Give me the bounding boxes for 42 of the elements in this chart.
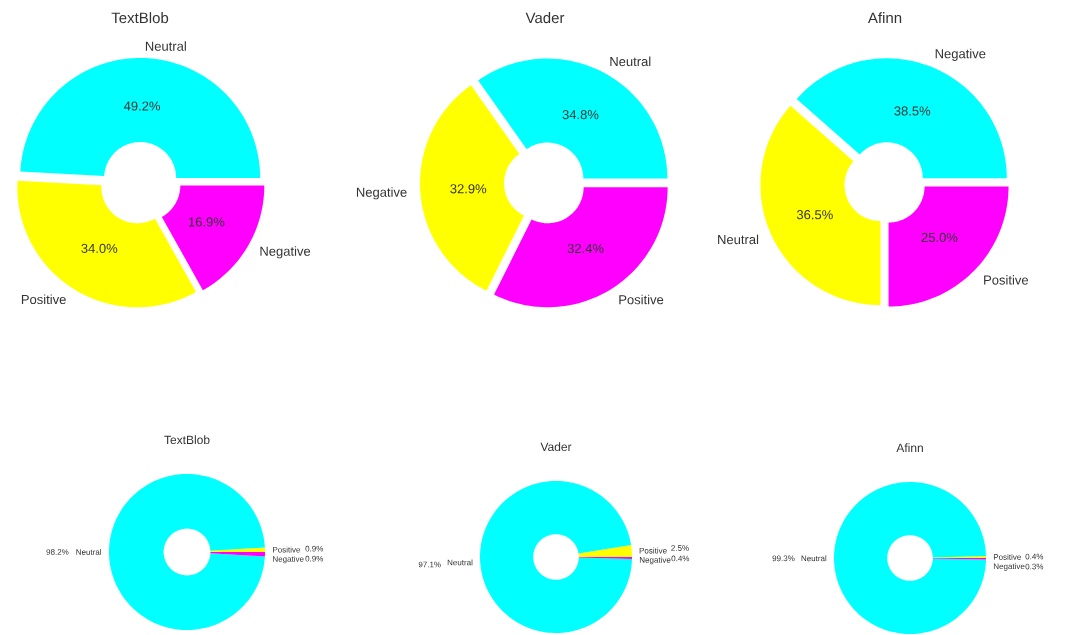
- chart-title: TextBlob: [111, 12, 169, 24]
- slice-label: Negative: [273, 555, 304, 564]
- data-label: 0.9%: [305, 545, 324, 552]
- slice-label: Neutral: [718, 234, 759, 245]
- data-label: 36.5%: [796, 210, 833, 220]
- data-label: 32.4%: [567, 243, 604, 254]
- slice-label: Neutral: [145, 41, 186, 51]
- slice-label: Positive: [639, 547, 667, 554]
- slice-label: Negative: [260, 246, 311, 259]
- data-label: 98.2%: [46, 549, 69, 555]
- data-label: 25.0%: [921, 232, 958, 243]
- slice-label: Negative: [639, 556, 671, 565]
- data-label: 0.4%: [1025, 553, 1044, 560]
- slice-label: Neutral: [447, 559, 473, 566]
- slice-label: Negative: [356, 187, 407, 200]
- data-label: 99.3%: [772, 555, 795, 562]
- chart-title: Afinn: [896, 443, 923, 452]
- slice-label: Positive: [619, 294, 664, 305]
- data-label: 16.9%: [188, 217, 225, 227]
- slice-label: Negative: [935, 48, 986, 61]
- slice-label: Positive: [993, 554, 1021, 560]
- slice-label: Neutral: [610, 56, 651, 67]
- data-label: 0.3%: [1025, 563, 1044, 570]
- chart-title: Vader: [540, 442, 572, 452]
- slice-label: Positive: [21, 294, 66, 305]
- slice-label: Positive: [273, 546, 301, 553]
- chart-title: TextBlob: [164, 435, 210, 445]
- data-label: 0.9%: [305, 555, 324, 562]
- data-label: 97.1%: [418, 561, 441, 568]
- chart-title: Vader: [525, 12, 565, 24]
- slice-label: Neutral: [76, 549, 102, 555]
- slice-label: Neutral: [801, 555, 827, 562]
- slice-label: Positive: [984, 275, 1029, 285]
- data-label: 34.0%: [81, 243, 118, 253]
- data-label: 34.8%: [562, 110, 599, 120]
- chart-title: Afinn: [867, 12, 902, 23]
- data-label: 2.5%: [671, 545, 689, 551]
- data-label: 32.9%: [450, 184, 487, 194]
- data-label: 0.4%: [671, 555, 690, 562]
- data-label: 38.5%: [894, 106, 931, 116]
- slice-label: Negative: [993, 563, 1025, 571]
- data-label: 49.2%: [123, 101, 161, 111]
